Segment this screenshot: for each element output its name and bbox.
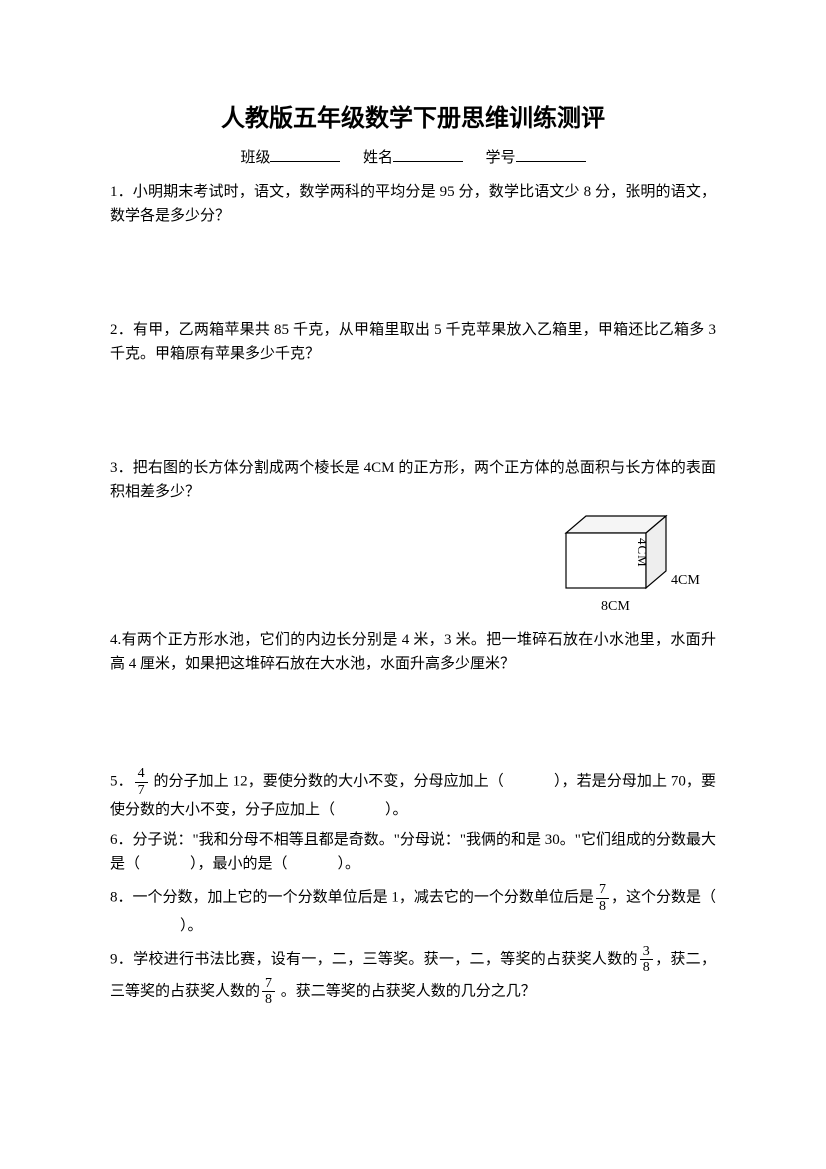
- q6-num: 6．: [110, 832, 133, 848]
- q3-num: 3．: [110, 460, 133, 476]
- class-blank[interactable]: [270, 147, 340, 162]
- cuboid-depth-label: 4CM: [671, 570, 700, 592]
- q5-fraction: 47: [135, 766, 148, 798]
- question-2: 2．有甲，乙两箱苹果共 85 千克，从甲箱里取出 5 千克苹果放入乙箱里，甲箱还…: [110, 318, 716, 366]
- id-blank[interactable]: [516, 147, 586, 162]
- q2-text: 有甲，乙两箱苹果共 85 千克，从甲箱里取出 5 千克苹果放入乙箱里，甲箱还比乙…: [110, 322, 716, 362]
- q8-fraction: 78: [596, 882, 609, 914]
- question-6: 6．分子说："我和分母不相等且都是奇数。"分母说："我俩的和是 30。"它们组成…: [110, 828, 716, 876]
- question-4: 4.有两个正方形水池，它们的内边长分别是 4 米，3 米。把一堆碎石放在小水池里…: [110, 628, 716, 676]
- q8-text-b: ，这个分数是（: [611, 890, 716, 906]
- info-line: 班级 姓名 学号: [110, 146, 716, 170]
- q1-num: 1．: [110, 184, 133, 200]
- q4-num: 4.: [110, 632, 121, 648]
- q9-text-a: 学校进行书法比赛，设有一，二，三等奖。获一，二，等奖的占获奖人数的: [133, 951, 638, 967]
- name-blank[interactable]: [393, 147, 463, 162]
- q9-text-c: 。获二等奖的占获奖人数的几分之几？: [277, 983, 536, 999]
- q9-num: 9．: [110, 951, 133, 967]
- q8-text-c: ）。: [180, 918, 203, 934]
- name-label: 姓名: [363, 150, 393, 166]
- q3-text: 把右图的长方体分割成两个棱长是 4CM 的正方形，两个正方体的总面积与长方体的表…: [110, 460, 716, 500]
- q2-num: 2．: [110, 322, 133, 338]
- page-title: 人教版五年级数学下册思维训练测评: [110, 100, 716, 138]
- q6-text-b: ），最小的是（: [190, 856, 288, 872]
- cuboid-height-label: 4CM: [631, 538, 652, 568]
- question-5: 5．47 的分子加上 12，要使分数的大小不变，分母应加上（），若是分母加上 7…: [110, 766, 716, 822]
- q8-num: 8．: [110, 890, 133, 906]
- question-9: 9．学校进行书法比赛，设有一，二，三等奖。获一，二，等奖的占获奖人数的38，获二…: [110, 944, 716, 1008]
- cuboid-width-label: 8CM: [601, 596, 630, 618]
- id-label: 学号: [486, 150, 516, 166]
- question-3: 3．把右图的长方体分割成两个棱长是 4CM 的正方形，两个正方体的总面积与长方体…: [110, 456, 716, 618]
- q6-text-c: ）。: [338, 856, 361, 872]
- q5-text-c: ）。: [385, 802, 408, 818]
- q1-text: 小明期末考试时，语文，数学两科的平均分是 95 分，数学比语文少 8 分，张明的…: [110, 184, 716, 224]
- q8-text-a: 一个分数，加上它的一个分数单位后是 1，减去它的一个分数单位后是: [133, 890, 594, 906]
- q9-fraction-2: 78: [262, 976, 275, 1008]
- question-8: 8．一个分数，加上它的一个分数单位后是 1，减去它的一个分数单位后是78，这个分…: [110, 882, 716, 938]
- q9-fraction-1: 38: [640, 944, 653, 976]
- cuboid-figure: 4CM 4CM 8CM: [110, 508, 716, 618]
- cuboid-svg: [546, 508, 706, 608]
- q4-text: 有两个正方形水池，它们的内边长分别是 4 米，3 米。把一堆碎石放在小水池里，水…: [110, 632, 716, 672]
- q5-num: 5．: [110, 774, 133, 790]
- class-label: 班级: [240, 150, 270, 166]
- question-1: 1．小明期末考试时，语文，数学两科的平均分是 95 分，数学比语文少 8 分，张…: [110, 180, 716, 228]
- q5-text-a: 的分子加上 12，要使分数的大小不变，分母应加上（: [150, 774, 504, 790]
